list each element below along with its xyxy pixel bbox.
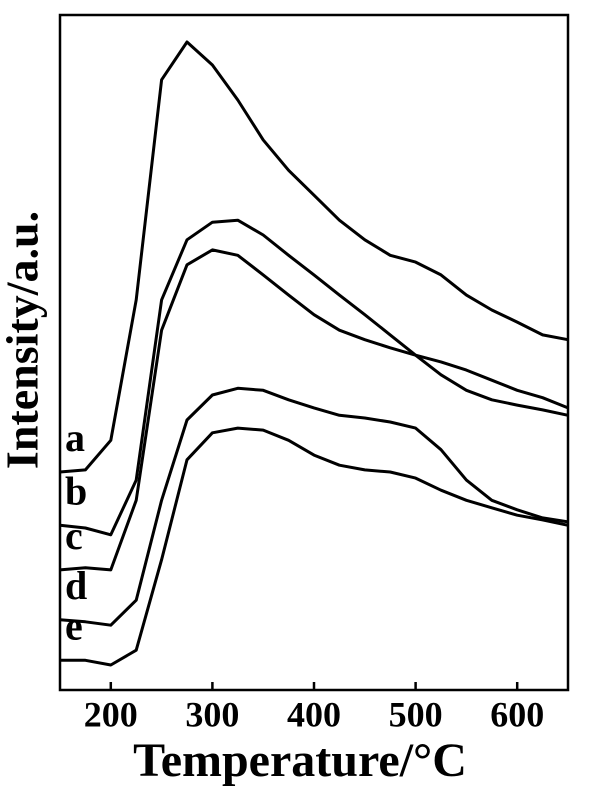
series-line [59,40,569,474]
series-label: e [65,603,83,648]
series-label: a [65,415,85,460]
series-line [59,218,569,537]
x-tick-label: 500 [389,694,443,734]
x-tick-label: 600 [490,694,544,734]
x-tick-label: 300 [185,694,239,734]
series-label: c [65,513,83,558]
series-line [59,248,569,572]
series-line [59,386,569,627]
x-axis-label: Temperature/°C [133,734,467,787]
x-tick-label: 400 [287,694,341,734]
series-line [60,426,569,667]
series-label: b [65,468,87,513]
plot-frame [58,13,570,692]
y-axis-label: Intensity/a.u. [0,211,48,469]
series-label: d [65,563,87,608]
x-tick-label: 200 [84,694,138,734]
